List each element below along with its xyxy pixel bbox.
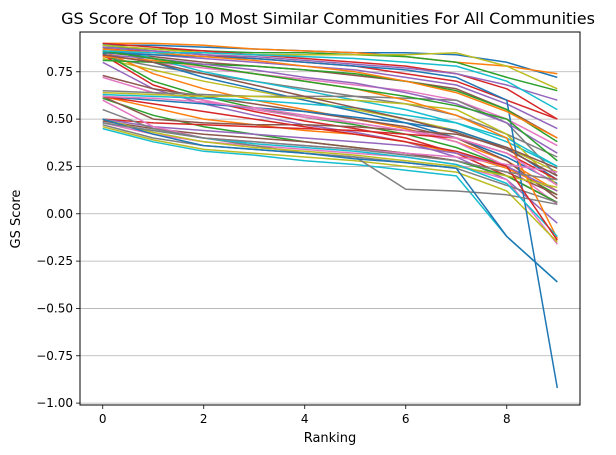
y-tick-label: 0.75 xyxy=(46,65,73,79)
x-axis-label: Ranking xyxy=(304,431,357,446)
y-tick-label: −0.50 xyxy=(36,301,73,315)
y-tick-label: −1.00 xyxy=(36,396,73,410)
series-line-29 xyxy=(102,125,558,243)
series-line-16 xyxy=(102,74,558,200)
x-tick-label: 2 xyxy=(200,412,208,426)
plot-area-frame xyxy=(79,31,581,406)
series-line-27 xyxy=(102,122,558,245)
series-line-21 xyxy=(102,95,558,181)
series-line-35 xyxy=(102,53,558,154)
series-line-10 xyxy=(102,42,558,168)
series-line-17 xyxy=(102,76,558,205)
series-line-3 xyxy=(102,46,558,92)
series-line-41 xyxy=(102,118,558,283)
series-line-33 xyxy=(102,59,558,143)
series-line-46 xyxy=(102,53,558,177)
series-line-30 xyxy=(102,127,558,283)
x-tick-label: 4 xyxy=(301,412,309,426)
series-line-34 xyxy=(102,42,558,120)
series-line-20 xyxy=(102,93,558,168)
y-tick-label: 0.00 xyxy=(46,207,73,221)
series-line-6 xyxy=(102,52,558,139)
series-line-49 xyxy=(102,44,558,90)
x-tick-label: 6 xyxy=(402,412,410,426)
series-line-38 xyxy=(102,108,558,206)
series-line-25 xyxy=(102,118,558,192)
series-line-39 xyxy=(102,118,558,189)
chart-title: GS Score Of Top 10 Most Similar Communit… xyxy=(61,9,595,28)
series-line-31 xyxy=(102,52,559,389)
series-line-44 xyxy=(102,95,558,241)
series-line-48 xyxy=(102,122,558,181)
y-axis: −1.00 −0.75 −0.50 −0.25 0.00 0.25 0.50 0.75 xyxy=(36,65,80,410)
y-tick-label: −0.25 xyxy=(36,254,73,268)
x-axis: 0 2 4 6 8 xyxy=(99,405,511,426)
series-line-43 xyxy=(102,50,558,162)
series-line-5 xyxy=(102,50,558,130)
y-tick-label: 0.25 xyxy=(46,159,73,173)
y-tick-label: 0.50 xyxy=(46,112,73,126)
series-line-19 xyxy=(102,91,558,186)
series-line-18 xyxy=(102,89,558,177)
series-line-2 xyxy=(102,42,558,75)
y-tick-label: −0.75 xyxy=(36,349,73,363)
series-line-47 xyxy=(102,95,558,187)
series-line-50 xyxy=(102,50,558,111)
series-line-42 xyxy=(102,48,558,139)
series-lines xyxy=(102,42,559,389)
y-axis-label: GS Score xyxy=(9,190,24,249)
x-tick-label: 0 xyxy=(99,412,107,426)
series-line-13 xyxy=(102,52,558,196)
x-tick-label: 8 xyxy=(503,412,511,426)
